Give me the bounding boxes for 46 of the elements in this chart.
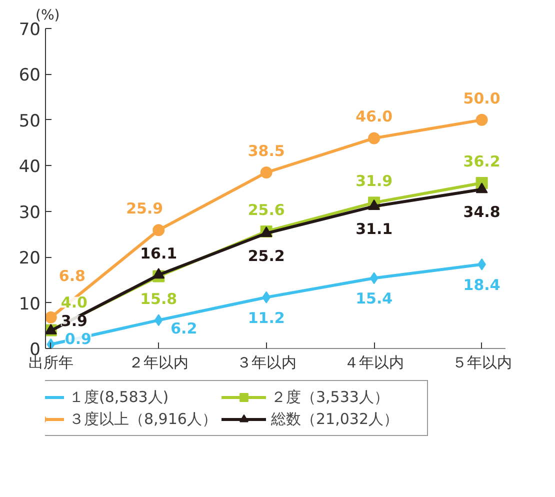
data-label: 31.9 [356, 172, 393, 190]
point [152, 268, 165, 279]
data-label: 38.5 [248, 142, 285, 160]
y-tick-label: 50 [18, 111, 41, 132]
data-label: 34.8 [463, 202, 500, 221]
legend-label: 総数（21,032人） [271, 410, 400, 428]
data-label: 6.8 [58, 266, 86, 285]
data-label: 31.1 [356, 220, 393, 238]
data-label: 16.1 [140, 244, 178, 262]
point [46, 311, 57, 324]
data-label: 0.9 [64, 330, 92, 348]
point [370, 272, 378, 284]
point [476, 114, 488, 126]
x-tick-label: ４年以内 [344, 354, 404, 372]
legend-label: ３度以上（8,916人） [69, 410, 218, 428]
point [262, 291, 271, 304]
legend-label: ２度（3,533人） [271, 388, 390, 406]
x-tick-label: ２年以内 [128, 354, 189, 372]
y-tick-label: 60 [18, 66, 41, 86]
data-label: 25.6 [248, 200, 285, 219]
point [260, 166, 272, 178]
y-tick-label: 20 [18, 248, 41, 269]
point [368, 199, 380, 210]
data-label: 11.2 [248, 308, 285, 327]
data-label: 25.2 [248, 246, 285, 265]
data-label: 3.9 [60, 312, 88, 330]
point [368, 132, 380, 144]
x-tick-label: ５年以内 [452, 354, 512, 372]
data-label: 4.0 [60, 294, 88, 312]
data-label: 50.0 [463, 89, 500, 108]
data-label: 36.2 [463, 152, 500, 171]
data-label: 15.8 [140, 290, 178, 308]
legend-label: １度(8,583人) [69, 388, 170, 406]
x-tick-label: ３年以内 [236, 354, 296, 372]
point [152, 224, 165, 236]
data-label: 6.2 [170, 320, 198, 338]
point [46, 338, 56, 348]
point [476, 182, 488, 194]
y-tick-label: 30 [18, 202, 41, 223]
data-label: 18.4 [463, 276, 500, 294]
data-label: 46.0 [356, 108, 393, 126]
y-tick-label: 40 [18, 157, 41, 178]
data-label: 15.4 [356, 290, 393, 308]
data-label: 25.9 [126, 200, 164, 218]
point [154, 314, 163, 326]
y-tick-label: 10 [18, 294, 41, 314]
